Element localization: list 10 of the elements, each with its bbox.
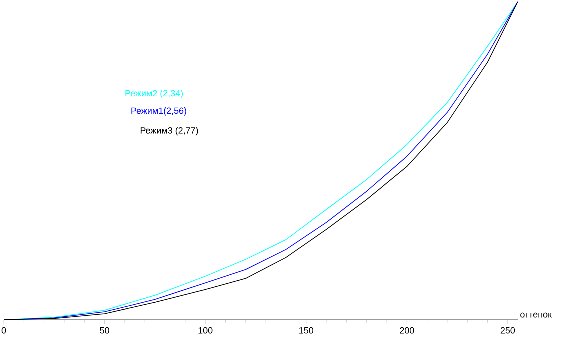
- text: Режим3 (2,77): [140, 127, 198, 136]
- x-axis-title: оттенок: [520, 312, 552, 318]
- x-tick-label: 50: [100, 327, 110, 334]
- x-tick-label: 100: [198, 327, 213, 334]
- x-tick-label: 150: [300, 327, 314, 334]
- x-tick-label: 200: [400, 327, 414, 334]
- text: Режим1(2,56): [132, 108, 186, 116]
- text: Режим2 (2,34): [126, 90, 183, 98]
- x-tick-label: 250: [500, 327, 516, 334]
- x-tick-label: 0: [2, 327, 6, 334]
